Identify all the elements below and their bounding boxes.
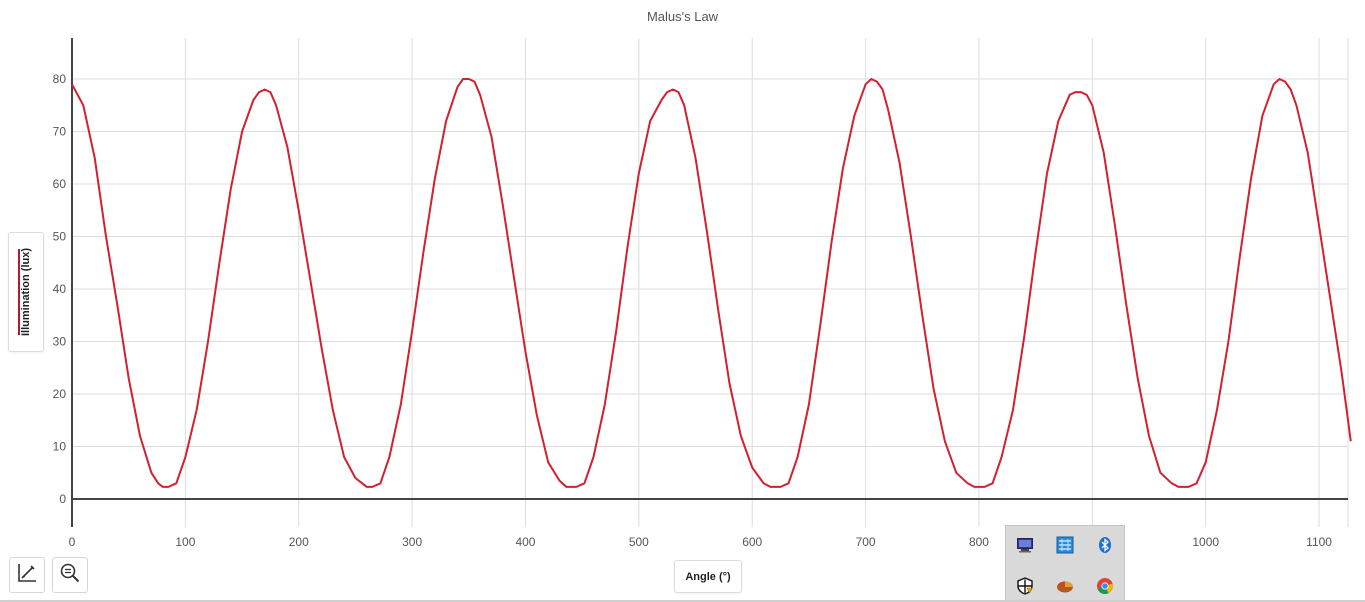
series-line xyxy=(71,78,1352,488)
zoom-out-icon xyxy=(59,562,81,589)
y-tick-label: 80 xyxy=(53,72,67,86)
x-tick-label: 0 xyxy=(69,535,76,549)
y-tick-label: 70 xyxy=(53,125,67,139)
axis-edit-icon xyxy=(16,562,38,589)
y-tick-label: 10 xyxy=(53,440,67,454)
x-tick-label: 300 xyxy=(402,535,422,549)
x-tick-label: 700 xyxy=(856,535,876,549)
security-shield-icon[interactable] xyxy=(1016,577,1034,595)
axis-settings-button[interactable] xyxy=(9,557,45,593)
y-tick-label: 40 xyxy=(53,282,67,296)
chart-title: Malus's Law xyxy=(646,9,719,24)
y-axis-label-box[interactable]: Illumination (lux) xyxy=(8,232,44,352)
y-tick-label: 20 xyxy=(53,387,67,401)
y-tick-label: 0 xyxy=(59,492,66,506)
system-tray-popup xyxy=(1005,525,1125,602)
y-tick-label: 60 xyxy=(53,177,67,191)
chart-axes xyxy=(71,38,1348,527)
x-tick-label: 600 xyxy=(742,535,762,549)
x-tick-label: 200 xyxy=(289,535,309,549)
x-tick-label: 1100 xyxy=(1306,535,1332,549)
x-tick-label: 100 xyxy=(175,535,195,549)
window-bottom-border xyxy=(0,600,1365,602)
x-tick-label: 400 xyxy=(515,535,535,549)
x-axis-label: Angle (°) xyxy=(685,570,731,583)
y-axis-ticks: 0 10 20 30 40 50 60 70 80 xyxy=(53,72,67,506)
zoom-out-button[interactable] xyxy=(52,557,88,593)
x-tick-label: 1000 xyxy=(1192,535,1219,549)
x-axis-label-box[interactable]: Angle (°) xyxy=(674,560,742,593)
x-axis-ticks: 010020030040050060070080090010001100 xyxy=(69,535,1333,549)
pie-icon[interactable] xyxy=(1056,577,1074,595)
series-color-swatch xyxy=(18,249,20,335)
y-tick-label: 30 xyxy=(53,335,67,349)
network-icon[interactable] xyxy=(1056,536,1074,554)
y-axis-label: Illumination (lux) xyxy=(20,248,32,336)
chart-grid xyxy=(72,38,1349,527)
monitor-icon[interactable] xyxy=(1016,536,1034,554)
x-tick-label: 800 xyxy=(969,535,989,549)
bluetooth-icon[interactable] xyxy=(1096,536,1114,554)
y-tick-label: 50 xyxy=(53,230,67,244)
chart-series xyxy=(71,78,1352,488)
x-tick-label: 500 xyxy=(629,535,649,549)
chrome-icon[interactable] xyxy=(1096,577,1114,595)
